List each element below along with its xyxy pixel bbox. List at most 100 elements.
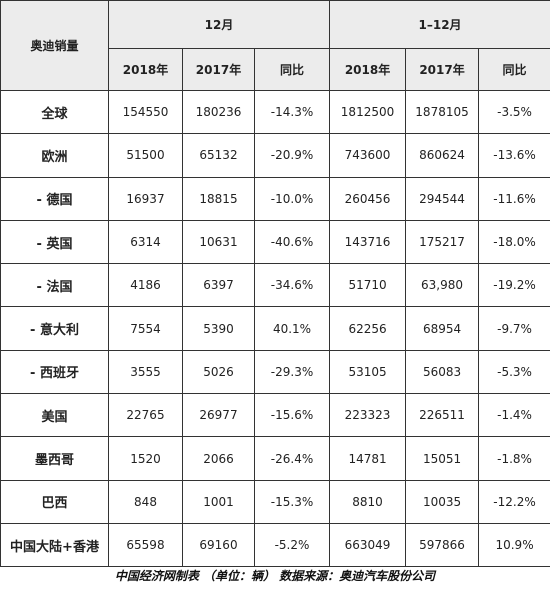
table-cell: 68954: [405, 306, 480, 351]
table-cell: 26977: [182, 393, 255, 438]
column-header: 同比: [478, 48, 550, 91]
table-cell: 63,980: [405, 263, 480, 308]
table-row: 2018年 2017年 同比 2018年 2017年 同比: [1, 48, 550, 91]
table-cell: 62256: [329, 306, 407, 351]
table-cell: 65132: [182, 133, 255, 178]
table-row: 巴西 848 1001 -15.3% 8810 10035 -12.2%: [0, 479, 550, 524]
table-cell: 175217: [405, 219, 480, 265]
table-cell: 15051: [405, 436, 480, 481]
table-row: 奥迪销量 12月 1–12月: [0, 0, 550, 91]
table-cell: 53105: [329, 349, 407, 395]
table-cell: 16937: [108, 176, 183, 221]
table-cell: -15.3%: [253, 479, 331, 524]
row-label: - 意大利: [0, 306, 109, 351]
table-cell: -1.4%: [478, 393, 550, 438]
row-label: - 西班牙: [0, 349, 109, 395]
table-cell: 5026: [182, 349, 255, 395]
table-cell: -10.0%: [253, 176, 331, 221]
table-cell: -40.6%: [253, 219, 331, 265]
table-cell: -15.6%: [253, 393, 331, 438]
table-cell: 260456: [329, 176, 407, 221]
table-cell: -18.0%: [478, 219, 550, 265]
table-cell: 848: [108, 479, 183, 524]
table-row: - 英国 6314 10631 -40.6% 143716 175217 -18.0%: [0, 219, 550, 265]
row-label: 全球: [0, 89, 109, 135]
row-label: 墨西哥: [0, 436, 109, 481]
row-label: - 法国: [0, 263, 109, 308]
table-cell: 743600: [329, 133, 407, 178]
table-cell: 597866: [405, 522, 480, 568]
table-cell: -20.9%: [253, 133, 331, 178]
sales-table: 奥迪销量 12月 1–12月 2018年 2017年 同比 2018年 2017年 同比 全球 15…: [0, 0, 550, 568]
table-cell: 1812500: [329, 89, 407, 135]
row-label: 欧洲: [0, 133, 109, 178]
table-cell: 6397: [182, 263, 255, 308]
table-cell: 56083: [405, 349, 480, 395]
table-row: - 西班牙 3555 5026 -29.3% 53105 56083 -5.3%: [0, 349, 550, 395]
corner-header: 奥迪销量: [0, 0, 109, 91]
table-cell: 143716: [329, 219, 407, 265]
table-cell: 65598: [108, 522, 183, 568]
table-cell: 14781: [329, 436, 407, 481]
table-cell: 10.9%: [478, 522, 550, 568]
footer-note: 中国经济网制表 （单位：辆） 数据来源：奥迪汽车股份公司: [114, 569, 436, 584]
column-header: 2018年: [108, 48, 183, 91]
column-header: 2017年: [405, 48, 480, 91]
table-cell: 5390: [182, 306, 255, 351]
column-header: 同比: [253, 48, 331, 91]
table-cell: 223323: [329, 393, 407, 438]
table-row: 欧洲 51500 65132 -20.9% 743600 860624 -13.6%: [0, 133, 550, 178]
table-cell: -14.3%: [253, 89, 331, 135]
table-cell: -34.6%: [253, 263, 331, 308]
table-cell: 22765: [108, 393, 183, 438]
table-cell: 10631: [182, 219, 255, 265]
table-cell: 2066: [182, 436, 255, 481]
group-header: 12月: [107, 0, 331, 49]
table-row: 中国大陆+香港 65598 69160 -5.2% 663049 597866 10.9%: [0, 522, 550, 568]
table-row: - 法国 4186 6397 -34.6% 51710 63,980 -19.2%: [0, 263, 550, 308]
table-cell: 51710: [329, 263, 407, 308]
table-cell: -5.2%: [253, 522, 331, 568]
table-cell: -19.2%: [478, 263, 550, 308]
row-label: 美国: [0, 393, 109, 438]
table-cell: 40.1%: [253, 306, 331, 351]
table-cell: 3555: [108, 349, 183, 395]
table-cell: 860624: [405, 133, 480, 178]
table-cell: -1.8%: [478, 436, 550, 481]
group-header: 1–12月: [329, 0, 550, 49]
column-header: 2018年: [329, 48, 407, 91]
table-cell: 226511: [405, 393, 480, 438]
table-cell: 1001: [182, 479, 255, 524]
table-cell: 69160: [182, 522, 255, 568]
table-row: - 意大利 7554 5390 40.1% 62256 68954 -9.7%: [0, 306, 550, 351]
table-cell: -3.5%: [478, 89, 550, 135]
table-cell: -11.6%: [478, 176, 550, 221]
row-label: 巴西: [0, 479, 109, 524]
table-cell: -5.3%: [478, 349, 550, 395]
table-cell: 8810: [329, 479, 407, 524]
table-row: - 德国 16937 18815 -10.0% 260456 294544 -11.6%: [0, 176, 550, 221]
table-cell: 1520: [108, 436, 183, 481]
table-cell: 154550: [108, 89, 183, 135]
table-cell: 18815: [182, 176, 255, 221]
table-cell: -26.4%: [253, 436, 331, 481]
table-row: 墨西哥 1520 2066 -26.4% 14781 15051 -1.8%: [0, 436, 550, 481]
row-label: - 德国: [0, 176, 109, 221]
table-cell: -12.2%: [478, 479, 550, 524]
column-header: 2017年: [182, 48, 255, 91]
table-row: 美国 22765 26977 -15.6% 223323 226511 -1.4%: [0, 393, 550, 438]
table-cell: 1878105: [405, 89, 480, 135]
table-cell: 51500: [108, 133, 183, 178]
table-cell: 294544: [405, 176, 480, 221]
table-row: 全球 154550 180236 -14.3% 1812500 1878105 -3.5%: [0, 89, 550, 135]
table-cell: 6314: [108, 219, 183, 265]
table-cell: 10035: [405, 479, 480, 524]
table-cell: 4186: [108, 263, 183, 308]
table-cell: -13.6%: [478, 133, 550, 178]
row-label: 中国大陆+香港: [0, 522, 109, 568]
table-cell: -29.3%: [253, 349, 331, 395]
table-cell: -9.7%: [478, 306, 550, 351]
table-cell: 180236: [182, 89, 255, 135]
